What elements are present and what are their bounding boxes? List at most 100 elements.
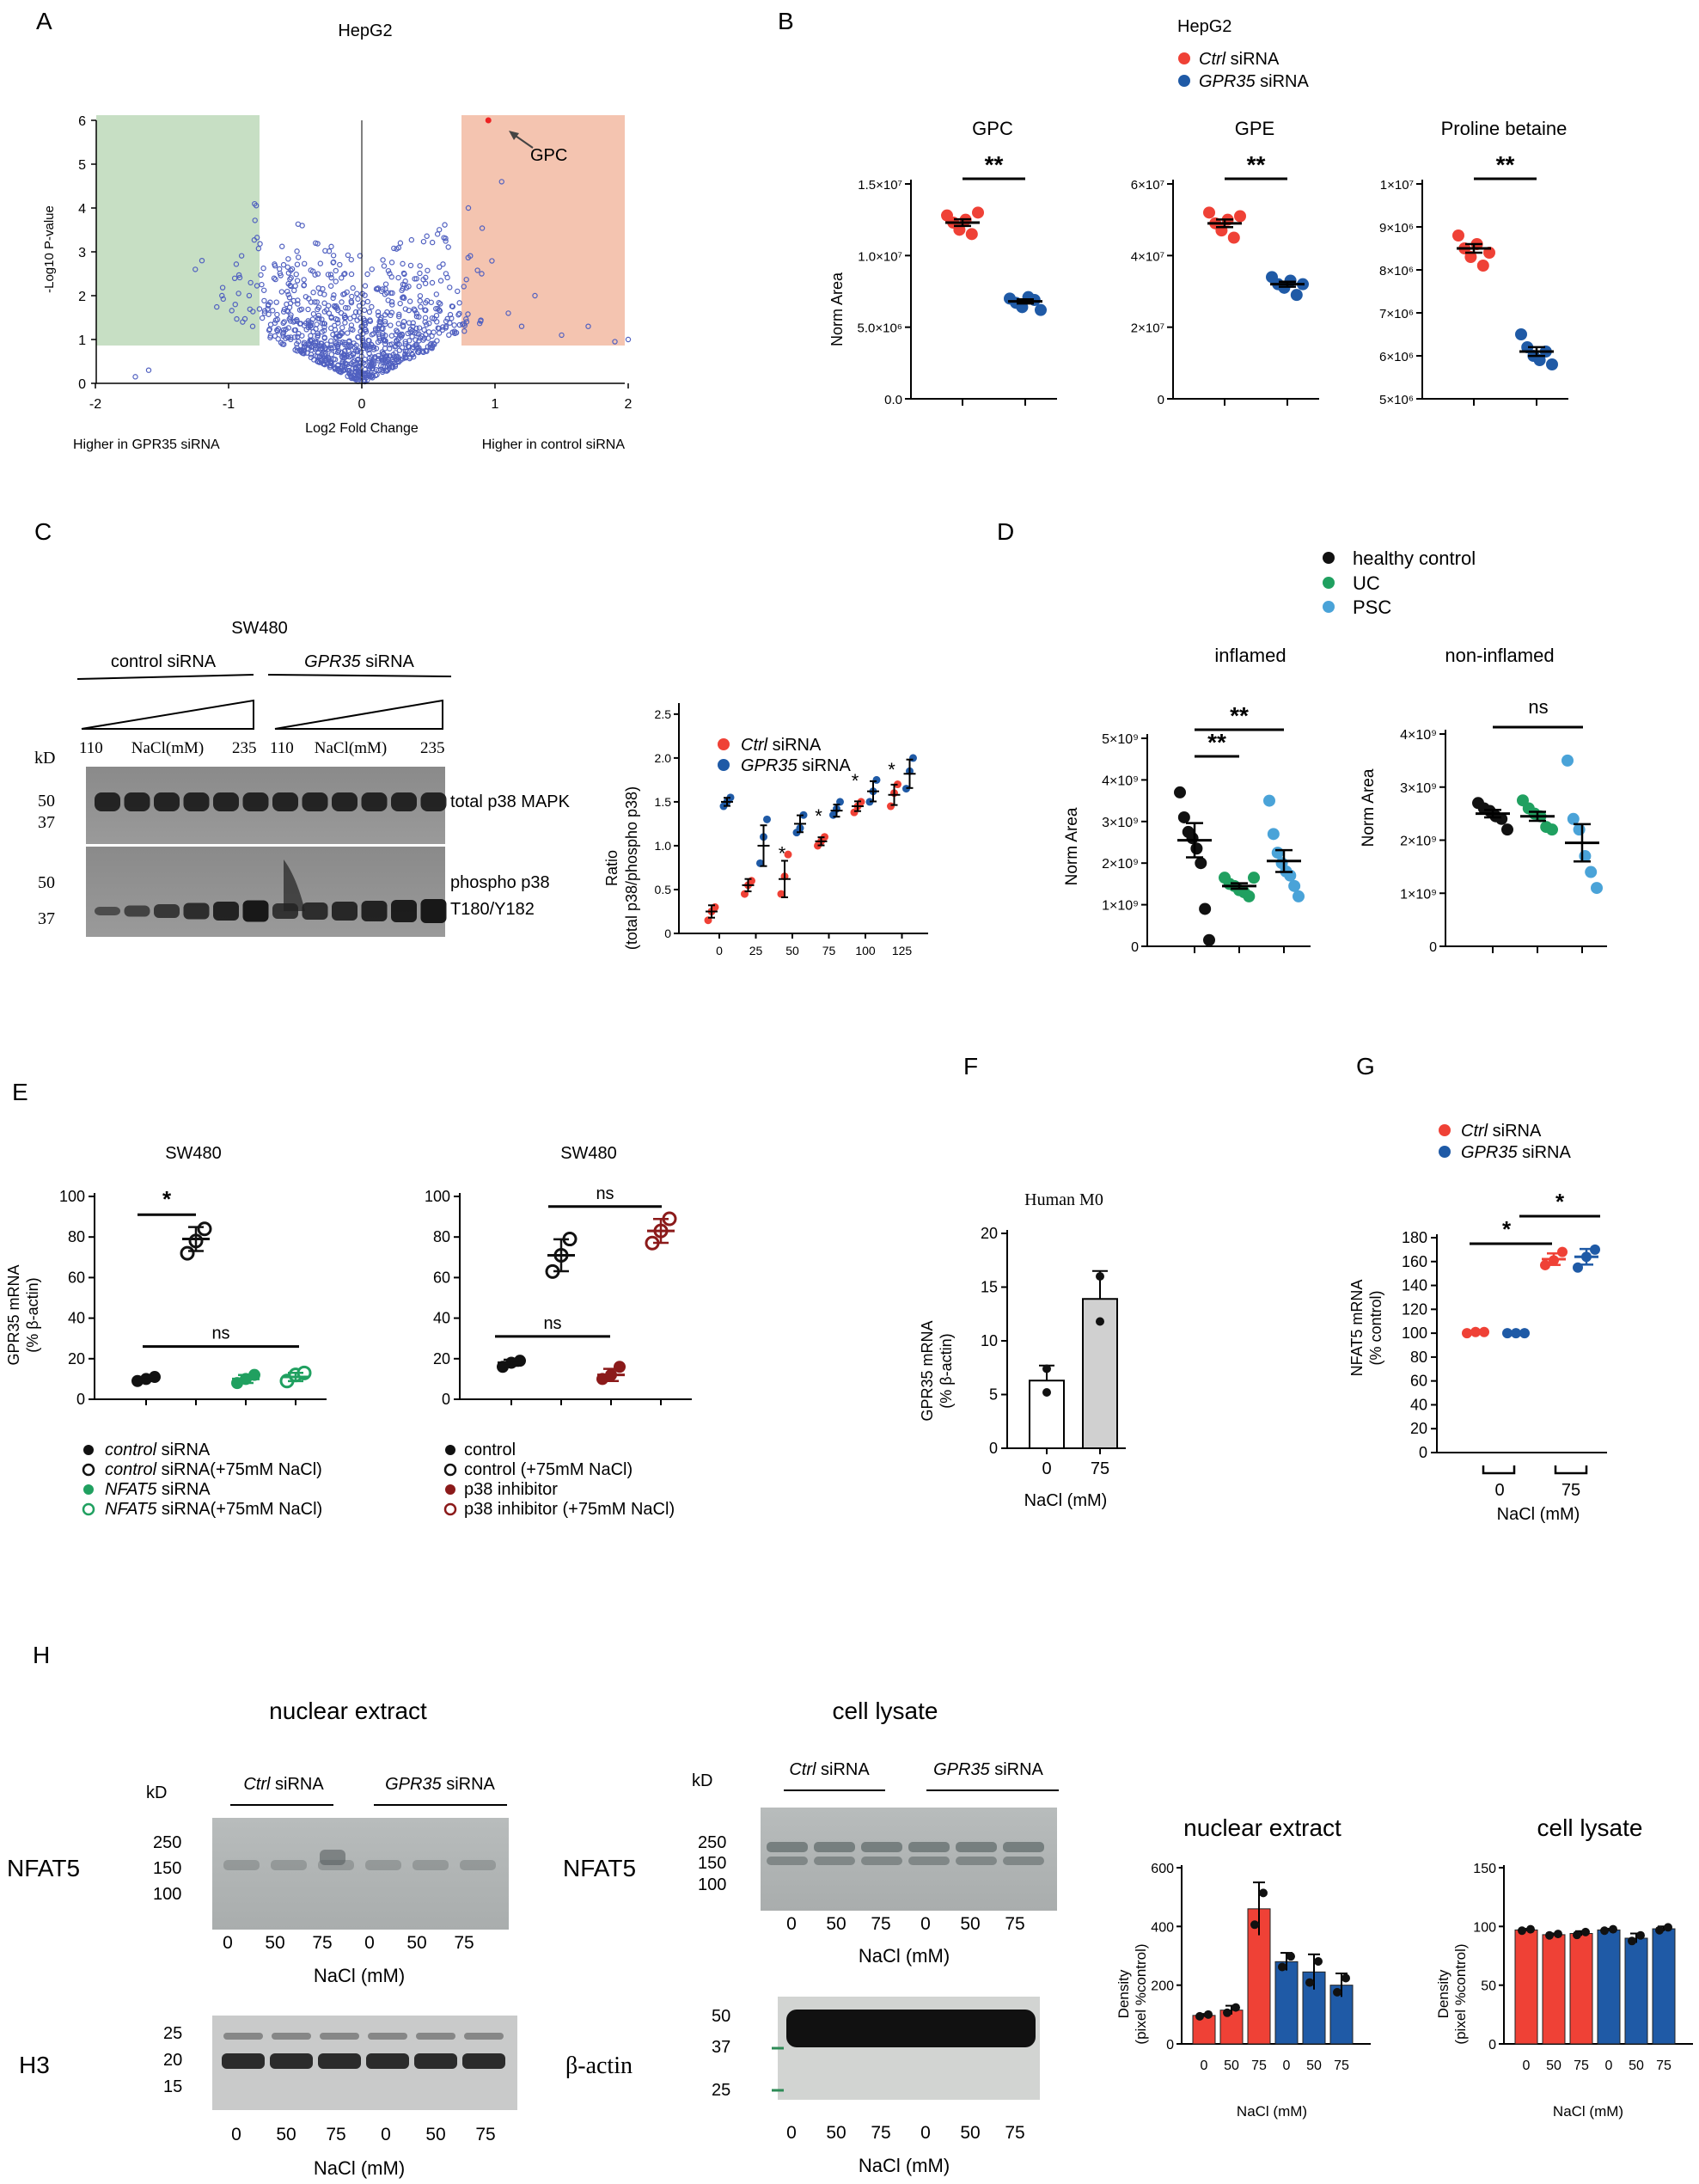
volcano-point <box>407 354 413 360</box>
volcano-point <box>308 354 315 361</box>
volcano-point <box>345 361 351 368</box>
volcano-point <box>193 266 199 272</box>
gpc-annotation: GPC <box>530 146 567 165</box>
e-legend-marker <box>443 1463 457 1477</box>
volcano-point <box>395 321 401 327</box>
volcano-point <box>308 338 314 344</box>
volcano-point <box>286 294 293 301</box>
panel-b: B HepG2 Ctrl siRNA GPR35 siRNA Norm Area… <box>778 8 1568 407</box>
volcano-point <box>382 358 388 364</box>
volcano-point <box>294 348 301 354</box>
h-n-gpr-label: GPR35 siRNA <box>385 1775 495 1794</box>
volcano-point <box>406 298 413 304</box>
y-tick-label: 15 <box>981 1279 998 1296</box>
volcano-point <box>346 353 352 360</box>
h-l-kd: kD <box>692 1771 712 1790</box>
data-point <box>1186 832 1199 845</box>
c-legend-ctrl-dot <box>718 738 730 750</box>
volcano-point <box>280 261 287 268</box>
g-legend-gpr-dot <box>1439 1146 1451 1158</box>
panel-d: D healthy control UC PSC inflamed non-in… <box>997 518 1607 955</box>
y-tick-label: 0 <box>1158 393 1164 407</box>
h-n-mw2: 100 <box>153 1885 181 1904</box>
b-ylabel: Norm Area <box>828 272 846 346</box>
volcano-point <box>396 332 403 339</box>
h-nuclear-bar-chart: 0 200 400 600 0 50 75 0 50 75 <box>1151 1862 1371 2073</box>
volcano-point <box>272 263 278 269</box>
volcano-point <box>229 308 235 314</box>
data-point <box>1579 850 1592 863</box>
h-h3-mw0: 25 <box>163 2024 182 2043</box>
volcano-point <box>278 272 284 278</box>
volcano-point <box>625 336 632 343</box>
volcano-point <box>313 326 319 332</box>
h-h3-mw2: 15 <box>163 2077 182 2096</box>
c-n110b: 110 <box>270 739 294 757</box>
c-kd: kD <box>34 749 55 768</box>
volcano-point <box>360 300 366 306</box>
c-ctrl-label: control siRNA <box>111 652 217 671</box>
c-nacl-b: NaCl(mM) <box>315 739 387 757</box>
c-band-total <box>213 792 239 811</box>
x-tick-label: 100 <box>855 944 876 957</box>
y-tick-label: 80 <box>68 1228 85 1245</box>
volcano-point <box>420 238 427 245</box>
c-wedge-ctrl <box>81 699 254 730</box>
sig-label: ** <box>1496 151 1515 178</box>
f-point <box>1096 1317 1104 1326</box>
volcano-point <box>349 293 355 300</box>
volcano-point <box>434 338 440 344</box>
volcano-point <box>373 346 380 352</box>
volcano-point <box>308 299 315 305</box>
y-tick-label: 100 <box>1402 1324 1427 1342</box>
c-data-point <box>784 850 792 859</box>
y-tick-label: 60 <box>68 1269 85 1286</box>
h-point <box>1341 1973 1350 1983</box>
volcano-point <box>305 324 312 331</box>
volcano-point <box>342 271 348 277</box>
g-point <box>1540 1259 1550 1270</box>
volcano-point <box>355 333 362 340</box>
volcano-point <box>410 320 416 326</box>
volcano-point <box>385 367 391 373</box>
b-legend-gpr-dot <box>1178 75 1190 87</box>
volcano-point <box>364 271 370 278</box>
y-tick-label: 4×10⁹ <box>1400 728 1437 743</box>
volcano-point <box>333 303 339 309</box>
volcano-point <box>317 291 323 297</box>
volcano-point <box>345 339 352 345</box>
b-legend-ctrl: Ctrl siRNA <box>1199 50 1280 69</box>
volcano-point <box>345 305 351 311</box>
volcano-x-ticks: -2 -1 0 1 2 <box>89 383 633 412</box>
volcano-point <box>437 278 444 284</box>
h-lane-label: 0 <box>786 2123 797 2143</box>
volcano-point <box>425 267 431 273</box>
volcano-point <box>303 320 309 327</box>
y-tick-label: 2.0 <box>655 751 672 765</box>
volcano-point <box>233 261 240 267</box>
h-lane-label: 50 <box>265 1933 284 1953</box>
y-tick-label: 0 <box>76 1391 85 1408</box>
h-lane-label: 75 <box>326 2125 345 2144</box>
h-n-nfat5-label: NFAT5 <box>7 1855 80 1881</box>
x-tick-label: 2 <box>625 397 633 412</box>
h-l-gpr-label: GPR35 siRNA <box>933 1760 1043 1779</box>
f-ylabel2: (% β-actin) <box>938 1333 955 1408</box>
volcano-point <box>241 315 248 322</box>
volcano-point <box>325 272 332 278</box>
y-tick-label: 7×10⁶ <box>1379 307 1414 321</box>
volcano-point <box>265 303 272 309</box>
volcano-point <box>443 271 449 277</box>
volcano-point <box>385 267 392 274</box>
e-data-point <box>197 1221 212 1237</box>
volcano-point <box>392 362 399 368</box>
volcano-point <box>314 299 321 305</box>
volcano-point <box>284 308 290 314</box>
h-bar <box>1652 1928 1676 2045</box>
volcano-point <box>400 323 406 330</box>
y-tick-label: 0 <box>1419 1444 1427 1461</box>
volcano-point <box>366 371 372 378</box>
h-bar <box>1274 1961 1299 2045</box>
data-point <box>1203 206 1215 219</box>
volcano-point <box>278 340 284 346</box>
